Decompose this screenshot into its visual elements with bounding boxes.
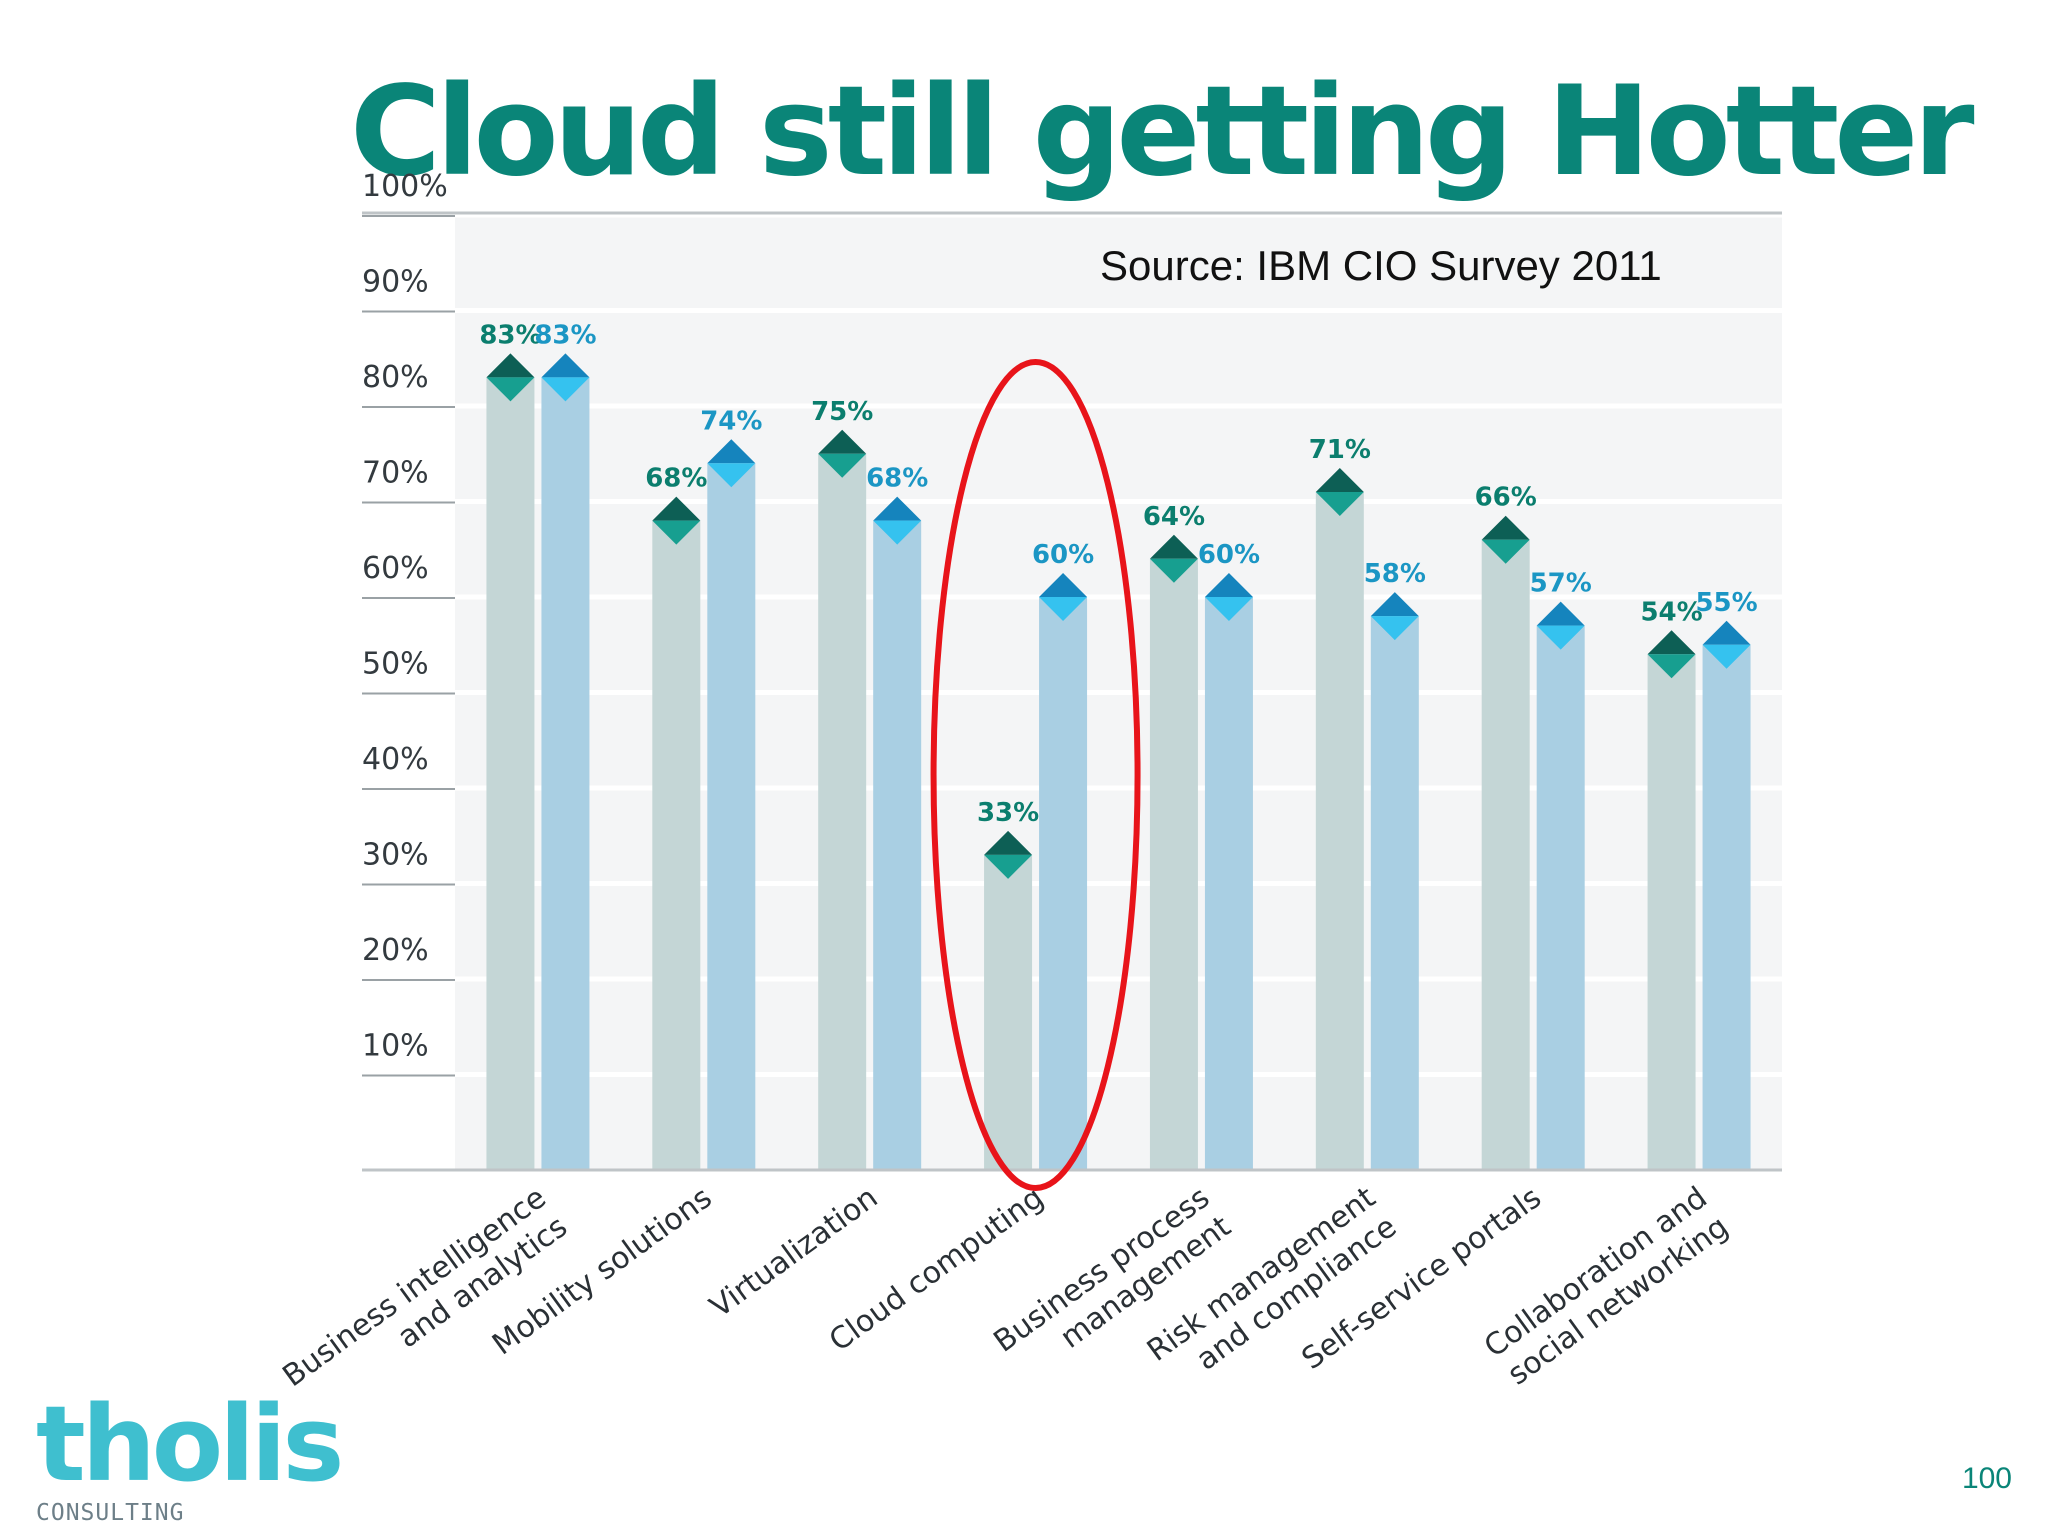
y-tick-label: 10% bbox=[362, 1029, 429, 1064]
bar-marker-bottom bbox=[1647, 654, 1696, 679]
data-label: 83% bbox=[479, 320, 541, 350]
y-tick-label: 80% bbox=[362, 360, 429, 395]
data-labels: 83%83% 68% 74% 75% 68% 33% 60% 64% 60% 71% 58% 66% 5… bbox=[479, 320, 1757, 827]
bar-marker-top bbox=[1481, 515, 1530, 540]
y-axis-ticks: 10% 20% 30% 40% 50% 60% 70% 80% 90% 100% bbox=[362, 169, 448, 1064]
page-number: 100 bbox=[1961, 1462, 2012, 1495]
bar bbox=[873, 520, 922, 1170]
source-annotation: Source: IBM CIO Survey 2011 bbox=[1100, 242, 1662, 289]
bar bbox=[1204, 597, 1253, 1170]
data-label: 55% bbox=[1695, 588, 1757, 618]
bar-marker-top bbox=[984, 830, 1033, 855]
data-label: 54% bbox=[1640, 597, 1702, 627]
logo-wordmark: tholis bbox=[36, 1383, 344, 1505]
x-category-label: Virtualization bbox=[704, 1180, 885, 1325]
y-tick-label: 90% bbox=[362, 265, 429, 300]
data-label: 74% bbox=[700, 406, 762, 436]
bar-marker-top bbox=[1536, 601, 1585, 626]
bar-marker-top bbox=[1647, 630, 1696, 655]
bar-marker-top bbox=[818, 429, 867, 454]
data-label: 83% bbox=[534, 320, 596, 350]
bar-marker-bottom bbox=[652, 520, 701, 545]
data-label: 60% bbox=[1032, 540, 1094, 570]
bar-marker-top bbox=[652, 496, 701, 521]
data-label: 57% bbox=[1530, 569, 1592, 599]
bar bbox=[541, 377, 590, 1171]
y-tick-label: 40% bbox=[362, 742, 429, 777]
bar-marker-bottom bbox=[1204, 597, 1253, 621]
bar-marker-bottom bbox=[1039, 597, 1088, 621]
bar-marker-top bbox=[1149, 534, 1198, 559]
data-label: 60% bbox=[1198, 540, 1260, 570]
x-axis-labels: Business intelligenceand analyticsMobili… bbox=[277, 1180, 1735, 1394]
data-label: 33% bbox=[977, 798, 1039, 828]
bar-marker-bottom bbox=[1702, 644, 1751, 669]
y-tick-label: 20% bbox=[362, 933, 429, 968]
bar bbox=[984, 854, 1033, 1170]
data-label: 71% bbox=[1309, 435, 1371, 465]
bar-marker-top bbox=[1204, 573, 1253, 597]
highlight-ellipse bbox=[930, 359, 1141, 1191]
bar-marker-bottom bbox=[818, 453, 867, 478]
data-label: 64% bbox=[1143, 502, 1205, 532]
y-tick-label: 60% bbox=[362, 551, 429, 586]
bar bbox=[1315, 491, 1364, 1170]
tholis-logo: tholis CONSULTING bbox=[36, 1383, 344, 1526]
bar bbox=[1536, 625, 1585, 1170]
bar bbox=[1039, 597, 1088, 1170]
bar-marker-top bbox=[486, 353, 535, 378]
data-label: 66% bbox=[1475, 483, 1537, 513]
bar-marker-bottom bbox=[1149, 558, 1198, 583]
bar-marker-bottom bbox=[1536, 625, 1585, 650]
bar-marker-bottom bbox=[1481, 539, 1530, 564]
bar-marker-bottom bbox=[984, 854, 1033, 879]
y-tick-label: 100% bbox=[362, 169, 448, 204]
bar-marker-top bbox=[707, 439, 756, 464]
bar bbox=[652, 520, 701, 1170]
bar bbox=[1481, 539, 1530, 1170]
bar-marker-top bbox=[1039, 573, 1088, 597]
bar-marker-bottom bbox=[1315, 491, 1364, 516]
bar-marker-bottom bbox=[541, 377, 590, 402]
bar-marker-bottom bbox=[873, 520, 922, 545]
data-label: 68% bbox=[645, 464, 707, 494]
data-label: 58% bbox=[1364, 559, 1426, 589]
bar-marker-top bbox=[1702, 620, 1751, 645]
bars bbox=[486, 353, 1751, 1171]
bar-marker-top bbox=[873, 496, 922, 521]
bar-marker-bottom bbox=[486, 377, 535, 402]
bar bbox=[1149, 558, 1198, 1170]
y-tick-label: 30% bbox=[362, 838, 429, 873]
y-tick-label: 50% bbox=[362, 647, 429, 682]
bar bbox=[707, 463, 756, 1170]
bar-marker-top bbox=[541, 353, 590, 378]
bar bbox=[818, 453, 867, 1170]
bar bbox=[486, 377, 535, 1171]
bar bbox=[1647, 654, 1696, 1170]
bar-marker-bottom bbox=[707, 463, 756, 488]
data-label: 75% bbox=[811, 397, 873, 427]
bar-marker-top bbox=[1315, 467, 1364, 492]
logo-subtitle: CONSULTING bbox=[36, 1500, 185, 1526]
bar bbox=[1702, 644, 1751, 1170]
y-tick-label: 70% bbox=[362, 456, 429, 491]
bar bbox=[1370, 616, 1419, 1170]
slide-title: Cloud still getting Hotter bbox=[350, 60, 1975, 204]
bar-marker-bottom bbox=[1370, 616, 1419, 641]
bar-marker-top bbox=[1370, 592, 1419, 617]
data-label: 68% bbox=[866, 464, 928, 494]
